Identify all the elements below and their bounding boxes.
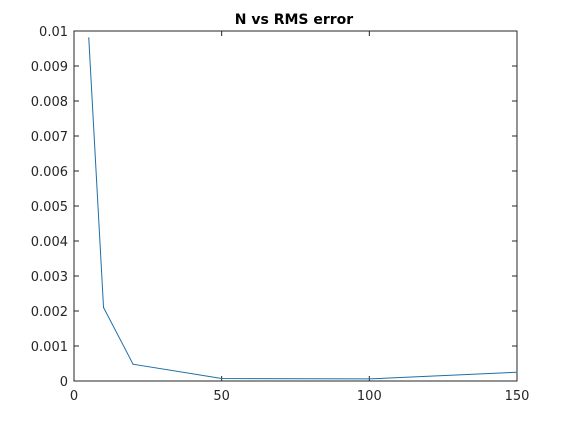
x-tick-label: 0 bbox=[70, 389, 78, 404]
y-tick-label: 0.006 bbox=[31, 165, 68, 180]
y-tick-label: 0.003 bbox=[31, 270, 68, 285]
x-tick-label: 50 bbox=[213, 389, 230, 404]
y-tick-label: 0.001 bbox=[31, 340, 68, 355]
y-tick-label: 0.008 bbox=[31, 95, 68, 110]
y-tick-label: 0 bbox=[60, 375, 68, 390]
x-tick-label: 100 bbox=[357, 389, 382, 404]
y-tick-label: 0.004 bbox=[31, 235, 68, 250]
y-tick-label: 0.007 bbox=[31, 130, 68, 145]
data-point bbox=[368, 378, 370, 380]
series-line bbox=[88, 37, 518, 380]
plot-area-frame bbox=[73, 30, 518, 382]
y-tick-label: 0.005 bbox=[31, 200, 68, 215]
chart-title: N vs RMS error bbox=[235, 12, 354, 28]
data-point bbox=[516, 371, 518, 373]
data-point bbox=[132, 363, 134, 365]
x-axis: 0 50 100 150 bbox=[70, 31, 530, 404]
data-point bbox=[102, 306, 105, 309]
series-layer bbox=[88, 37, 518, 380]
data-point bbox=[88, 37, 90, 39]
data-point bbox=[221, 377, 223, 380]
y-tick-label: 0.01 bbox=[39, 25, 68, 40]
y-axis: 0 0.001 0.002 0.003 0.004 0.005 0.006 0.007 0.00… bbox=[31, 25, 517, 390]
y-tick-label: 0.009 bbox=[31, 60, 68, 75]
y-tick-label: 0.002 bbox=[31, 305, 68, 320]
x-tick-label: 150 bbox=[505, 389, 530, 404]
